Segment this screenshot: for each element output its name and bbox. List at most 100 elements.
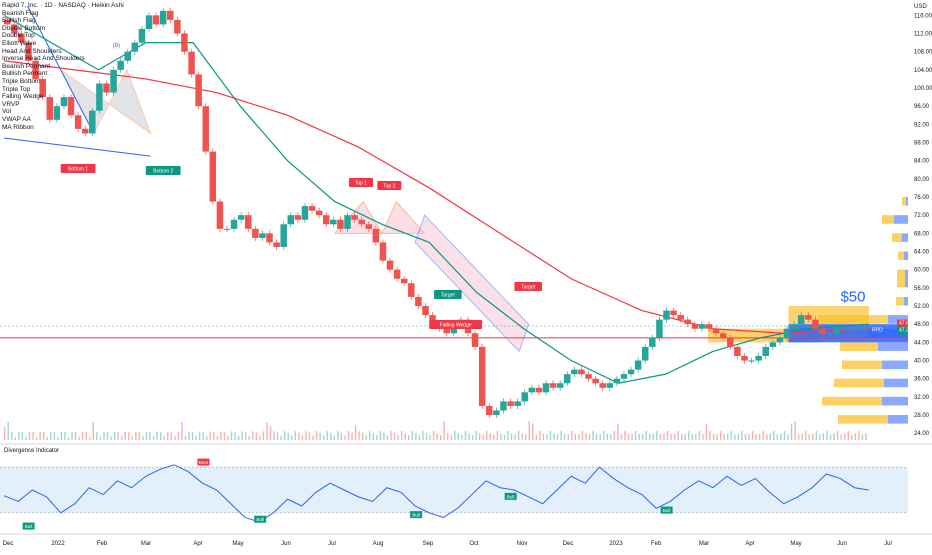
legend-item[interactable]: Triple Top bbox=[2, 85, 31, 93]
candle-body bbox=[670, 310, 677, 316]
y-tick-label: 116.00 bbox=[914, 13, 932, 19]
volume-bar bbox=[730, 431, 732, 440]
volume-bar bbox=[751, 431, 754, 440]
candle-body bbox=[549, 383, 557, 388]
legend-item[interactable]: Double Bottom bbox=[2, 24, 45, 32]
symbol-title[interactable]: Rapid 7, Inc. · 1D · NASDAQ · Heikin Ash… bbox=[2, 2, 124, 9]
volume-bar bbox=[620, 434, 623, 440]
candle-body bbox=[578, 369, 585, 375]
volume-bar bbox=[507, 431, 509, 440]
volume-bar bbox=[787, 434, 789, 440]
volume-bar bbox=[110, 436, 112, 440]
volume-bar bbox=[96, 432, 98, 440]
candle-body bbox=[620, 374, 628, 379]
volume-bar bbox=[106, 432, 109, 440]
volume-bar bbox=[652, 434, 655, 440]
candle-body bbox=[528, 387, 536, 393]
candle-body bbox=[330, 219, 337, 225]
candle-body bbox=[571, 369, 578, 375]
candle-body bbox=[429, 315, 436, 325]
candle-body bbox=[259, 233, 266, 238]
legend-item[interactable]: Elliott Wave bbox=[2, 39, 37, 47]
volume-bar bbox=[858, 431, 860, 440]
candle-body bbox=[96, 83, 103, 111]
volume-bar bbox=[35, 436, 38, 440]
candle-body bbox=[535, 387, 543, 393]
indicator-legend: Rapid 7, Inc. · 1D · NASDAQ · Heikin Ash… bbox=[2, 2, 124, 131]
volume-bar bbox=[322, 435, 325, 440]
vrvp-bar-down bbox=[888, 315, 908, 324]
x-tick-label: Feb bbox=[651, 541, 662, 547]
y-tick-label: 108.00 bbox=[914, 50, 932, 56]
volume-bar bbox=[74, 431, 77, 440]
y-tick-label: 100.00 bbox=[914, 86, 932, 92]
candle-body bbox=[237, 215, 245, 220]
div-label-bg bbox=[504, 492, 517, 500]
volume-bar bbox=[712, 434, 715, 440]
candle-body bbox=[110, 69, 117, 93]
volume-bar bbox=[149, 432, 151, 440]
volume-bar bbox=[326, 431, 328, 440]
candle-body bbox=[188, 51, 195, 75]
volume-bar bbox=[854, 433, 857, 440]
candle-body bbox=[762, 346, 769, 356]
candle-body bbox=[117, 60, 124, 70]
legend-item[interactable]: Triple Bottom bbox=[2, 77, 41, 85]
candle-body bbox=[606, 383, 614, 388]
x-tick-label: Feb bbox=[97, 541, 108, 547]
volume-bar bbox=[450, 434, 452, 440]
volume-bar bbox=[262, 431, 265, 440]
volume-bar bbox=[723, 434, 725, 440]
legend-item[interactable]: MA Ribbon bbox=[2, 123, 34, 131]
volume-bar bbox=[301, 435, 304, 440]
legend-item[interactable]: Double Top bbox=[2, 32, 35, 40]
legend-item[interactable]: Bullish Pennant bbox=[2, 70, 48, 78]
volume-bar bbox=[159, 432, 162, 440]
y-tick-label: 72.00 bbox=[914, 213, 930, 219]
volume-bar bbox=[588, 434, 591, 440]
candle-body bbox=[322, 215, 330, 225]
legend-item[interactable]: VRVP bbox=[2, 100, 20, 108]
legend-item[interactable]: Bullish Flag bbox=[2, 17, 36, 25]
legend-item[interactable]: Inverse Head And Shoulders bbox=[2, 55, 85, 63]
y-tick-label: 32.00 bbox=[914, 395, 930, 401]
volume-bar bbox=[361, 432, 364, 440]
legend-item[interactable]: Bearish Pennant bbox=[2, 62, 51, 70]
top2-label: Top 2 bbox=[383, 184, 395, 190]
x-tick-label: Aug bbox=[373, 541, 384, 547]
legend-item[interactable]: VWAP AA bbox=[2, 115, 31, 123]
volume-bar bbox=[340, 432, 343, 440]
volume-bar bbox=[486, 431, 488, 440]
volume-bar bbox=[613, 431, 616, 440]
candle-body bbox=[365, 224, 373, 229]
candle-body bbox=[847, 328, 855, 330]
volume-bar bbox=[124, 431, 126, 440]
volume-bar bbox=[230, 431, 233, 440]
legend-item[interactable]: Head And Shoulders bbox=[2, 47, 62, 55]
volume-bar bbox=[71, 431, 73, 440]
volume-bar bbox=[812, 433, 814, 440]
volume-bar bbox=[539, 431, 541, 440]
vrvp-bar-down bbox=[904, 251, 908, 261]
candle-body bbox=[564, 374, 571, 384]
volume-bar bbox=[631, 434, 633, 440]
x-tick-label: Nov bbox=[517, 541, 528, 547]
candle-body bbox=[507, 401, 514, 406]
vrvp-bar-up bbox=[840, 342, 878, 351]
volume-bar bbox=[354, 425, 357, 440]
volume-bar bbox=[744, 434, 747, 440]
volume-bar bbox=[680, 434, 683, 440]
legend-item[interactable]: Bearish Flag bbox=[2, 9, 39, 17]
vrvp-bar-down bbox=[894, 215, 908, 224]
volume-bar bbox=[836, 431, 839, 440]
volume-bar bbox=[773, 431, 775, 440]
volume-bar bbox=[542, 433, 545, 440]
candle-body bbox=[167, 10, 174, 20]
legend-item[interactable]: Falling Wedge bbox=[2, 93, 44, 101]
y-tick-label: 52.00 bbox=[914, 304, 930, 310]
candle-body bbox=[60, 97, 68, 107]
div-label-bg bbox=[254, 515, 267, 523]
legend-item[interactable]: Vol bbox=[2, 108, 12, 116]
candle-body bbox=[46, 97, 54, 120]
volume-bar bbox=[489, 433, 491, 440]
